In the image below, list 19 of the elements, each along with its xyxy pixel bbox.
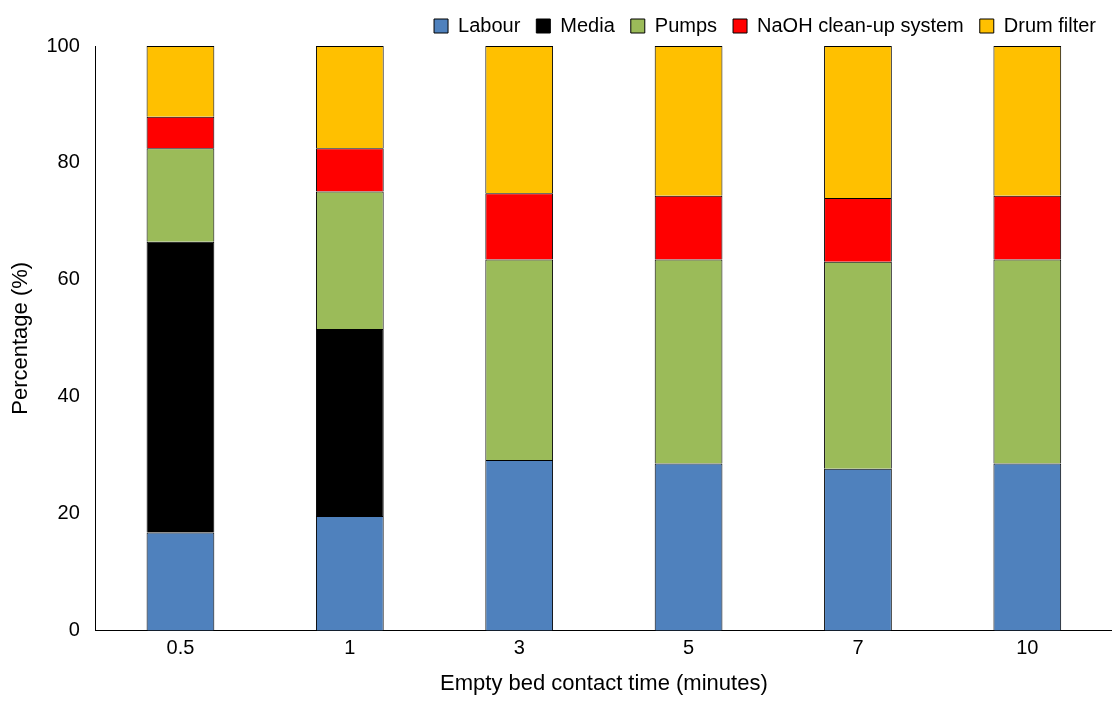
y-tick-label: 40 xyxy=(57,384,80,407)
x-tick-label: 10 xyxy=(1016,636,1039,659)
y-tick-label: 80 xyxy=(57,150,80,173)
legend-label: NaOH clean-up system xyxy=(757,13,964,36)
legend-label: Pumps xyxy=(654,13,718,36)
x-tick-label: 0.5 xyxy=(166,636,195,659)
legend-label: Media xyxy=(560,13,616,36)
x-tick-label: 1 xyxy=(344,636,356,659)
y-tick-label: 0 xyxy=(68,618,80,641)
y-tick-label: 60 xyxy=(57,267,80,290)
y-tick-label: 20 xyxy=(57,501,80,524)
legend-label: Drum filter xyxy=(1003,13,1097,36)
legend-label: Labour xyxy=(458,13,521,36)
x-axis-title: Empty bed contact time (minutes) xyxy=(440,669,768,695)
x-tick-label: 3 xyxy=(513,636,525,659)
y-tick-label: 100 xyxy=(46,33,80,56)
x-tick-label: 5 xyxy=(683,636,695,659)
x-tick-label: 7 xyxy=(852,636,864,659)
y-axis-title: Percentage (%) xyxy=(7,261,33,415)
